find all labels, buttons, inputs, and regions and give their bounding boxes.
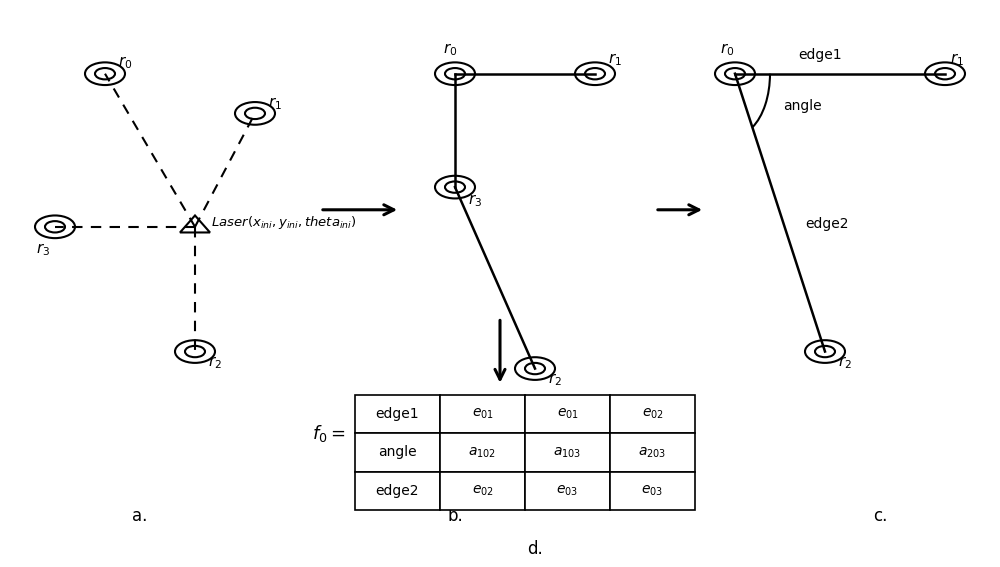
Text: angle: angle xyxy=(783,99,822,113)
FancyBboxPatch shape xyxy=(355,472,440,510)
Text: $r_2$: $r_2$ xyxy=(208,354,222,371)
Text: $a_{203}$: $a_{203}$ xyxy=(638,445,667,460)
FancyBboxPatch shape xyxy=(525,395,610,433)
Text: edge2: edge2 xyxy=(376,484,419,498)
Text: $r_1$: $r_1$ xyxy=(950,52,964,68)
Text: $e_{01}$: $e_{01}$ xyxy=(472,407,493,421)
FancyBboxPatch shape xyxy=(525,433,610,472)
Text: $r_0$: $r_0$ xyxy=(720,41,734,58)
Text: $r_1$: $r_1$ xyxy=(608,52,622,68)
FancyBboxPatch shape xyxy=(440,433,525,472)
FancyBboxPatch shape xyxy=(355,433,440,472)
Text: $e_{03}$: $e_{03}$ xyxy=(556,484,579,498)
FancyBboxPatch shape xyxy=(525,472,610,510)
FancyBboxPatch shape xyxy=(610,433,695,472)
Text: edge1: edge1 xyxy=(798,48,842,62)
FancyBboxPatch shape xyxy=(355,395,440,433)
Text: $e_{02}$: $e_{02}$ xyxy=(642,407,663,421)
FancyBboxPatch shape xyxy=(610,472,695,510)
Text: a.: a. xyxy=(132,507,148,525)
Text: $r_0$: $r_0$ xyxy=(443,41,457,58)
Text: edge2: edge2 xyxy=(805,217,848,231)
Text: $r_1$: $r_1$ xyxy=(268,95,282,112)
Text: $a_{103}$: $a_{103}$ xyxy=(553,445,582,460)
Text: $f_0 =$: $f_0 =$ xyxy=(312,422,345,444)
Text: $r_2$: $r_2$ xyxy=(548,371,562,388)
Text: $e_{03}$: $e_{03}$ xyxy=(641,484,664,498)
Text: b.: b. xyxy=(447,507,463,525)
Text: d.: d. xyxy=(527,540,543,558)
Text: c.: c. xyxy=(873,507,887,525)
FancyBboxPatch shape xyxy=(440,472,525,510)
Text: $r_3$: $r_3$ xyxy=(36,241,50,257)
Text: edge1: edge1 xyxy=(376,407,419,421)
Text: $e_{02}$: $e_{02}$ xyxy=(472,484,493,498)
Text: $e_{01}$: $e_{01}$ xyxy=(557,407,578,421)
Text: $r_3$: $r_3$ xyxy=(468,193,482,209)
Text: $r_2$: $r_2$ xyxy=(838,354,852,371)
Text: Laser$(x_{ini}, y_{ini}, theta_{ini})$: Laser$(x_{ini}, y_{ini}, theta_{ini})$ xyxy=(211,214,357,231)
Text: $a_{102}$: $a_{102}$ xyxy=(468,445,497,460)
Text: angle: angle xyxy=(378,446,417,459)
FancyBboxPatch shape xyxy=(610,395,695,433)
Text: $r_0$: $r_0$ xyxy=(118,54,132,71)
FancyBboxPatch shape xyxy=(440,395,525,433)
